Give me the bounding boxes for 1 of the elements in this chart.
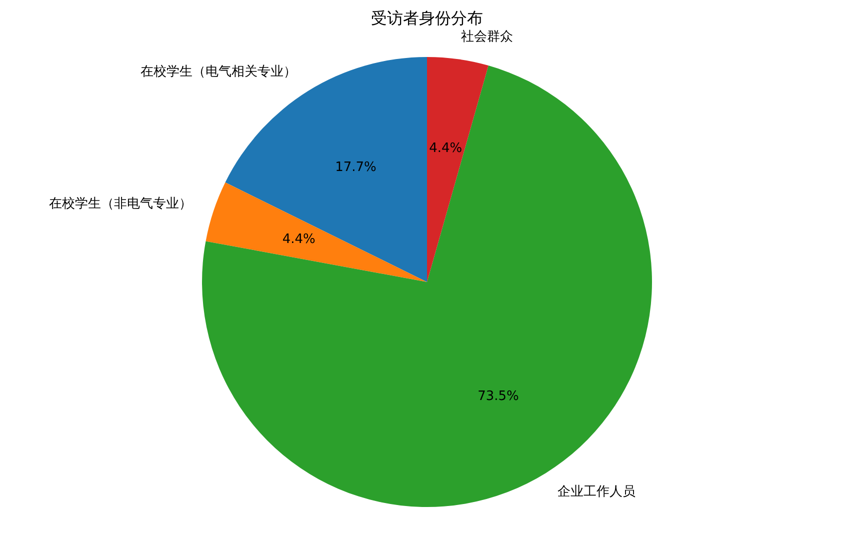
title: 受访者身份分布: [371, 8, 483, 28]
